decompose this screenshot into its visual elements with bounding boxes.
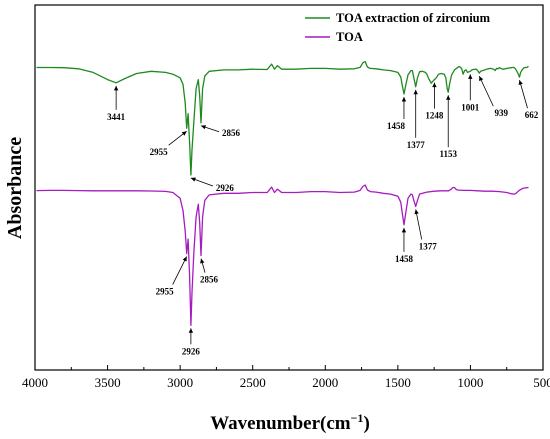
x-tick-label-3500: 3500 xyxy=(95,375,121,390)
spectra-group xyxy=(36,60,529,326)
annotation-label-6: 1248 xyxy=(425,111,444,121)
annotation-arrow-15 xyxy=(414,209,419,215)
x-tick-label-3000: 3000 xyxy=(167,375,193,390)
x-tick-label-4000: 4000 xyxy=(22,375,48,390)
annotation-arrow-8 xyxy=(468,74,473,79)
annotation-label-3: 2856 xyxy=(222,128,241,138)
annotation-arrow-12 xyxy=(188,328,194,333)
annotation-arrow-0 xyxy=(113,85,119,91)
x-axis: 4000 3500 3000 2500 2000 1500 1000 500 xyxy=(22,365,550,390)
plot-frame xyxy=(34,4,544,371)
annotation-arrow-14 xyxy=(401,227,407,233)
annotation-label-13: 2856 xyxy=(200,275,219,285)
x-tick-label-2500: 2500 xyxy=(240,375,266,390)
x-tick-label-2000: 2000 xyxy=(312,375,338,390)
legend-label-tzr: TOA extraction of zirconium xyxy=(336,11,491,25)
annotation-arrow-5 xyxy=(413,89,418,95)
annotation-label-12: 2926 xyxy=(182,346,201,356)
annotation-line-15 xyxy=(415,209,423,240)
annotation-line-9 xyxy=(478,75,494,107)
annotation-arrow-6 xyxy=(432,82,437,88)
annotation-label-8: 1001 xyxy=(461,102,480,112)
spectrum-line-1 xyxy=(36,184,529,326)
annotation-arrow-4 xyxy=(401,97,407,102)
x-tick-label-1000: 1000 xyxy=(457,375,483,390)
x-axis-title: Wavenumber(cm−1) xyxy=(210,411,370,434)
annotation-arrow-1 xyxy=(181,131,187,136)
annotation-arrow-2 xyxy=(190,177,196,182)
annotation-label-10: 662 xyxy=(525,110,539,120)
annotation-arrow-13 xyxy=(200,258,205,264)
annotation-label-7: 1153 xyxy=(439,149,457,159)
legend-label-toa: TOA xyxy=(336,30,363,44)
x-tick-label-1500: 1500 xyxy=(385,375,411,390)
annotation-label-2: 2926 xyxy=(216,183,235,193)
annotation-label-15: 1377 xyxy=(419,241,438,251)
annotation-arrow-10 xyxy=(518,80,523,86)
annotation-line-11 xyxy=(172,256,188,285)
annotation-label-11: 2955 xyxy=(156,287,175,297)
annotation-label-5: 1377 xyxy=(407,140,426,150)
annotation-arrow-7 xyxy=(446,95,451,100)
annotation-label-14: 1458 xyxy=(395,254,414,264)
y-axis-title: Absorbance xyxy=(4,137,26,239)
annotation-arrow-3 xyxy=(201,125,207,130)
annotation-label-1: 2955 xyxy=(150,147,169,157)
legend: TOA extraction of zirconium TOA xyxy=(305,11,491,44)
annotation-label-9: 939 xyxy=(495,108,509,118)
annotation-label-0: 3441 xyxy=(107,112,126,122)
annotation-line-10 xyxy=(519,79,528,109)
x-tick-label-500: 500 xyxy=(533,375,550,390)
annotation-label-4: 1458 xyxy=(387,121,406,131)
annotation-arrow-9 xyxy=(479,76,484,82)
spectrum-line-0 xyxy=(36,60,529,176)
annotation-arrow-11 xyxy=(182,256,187,262)
